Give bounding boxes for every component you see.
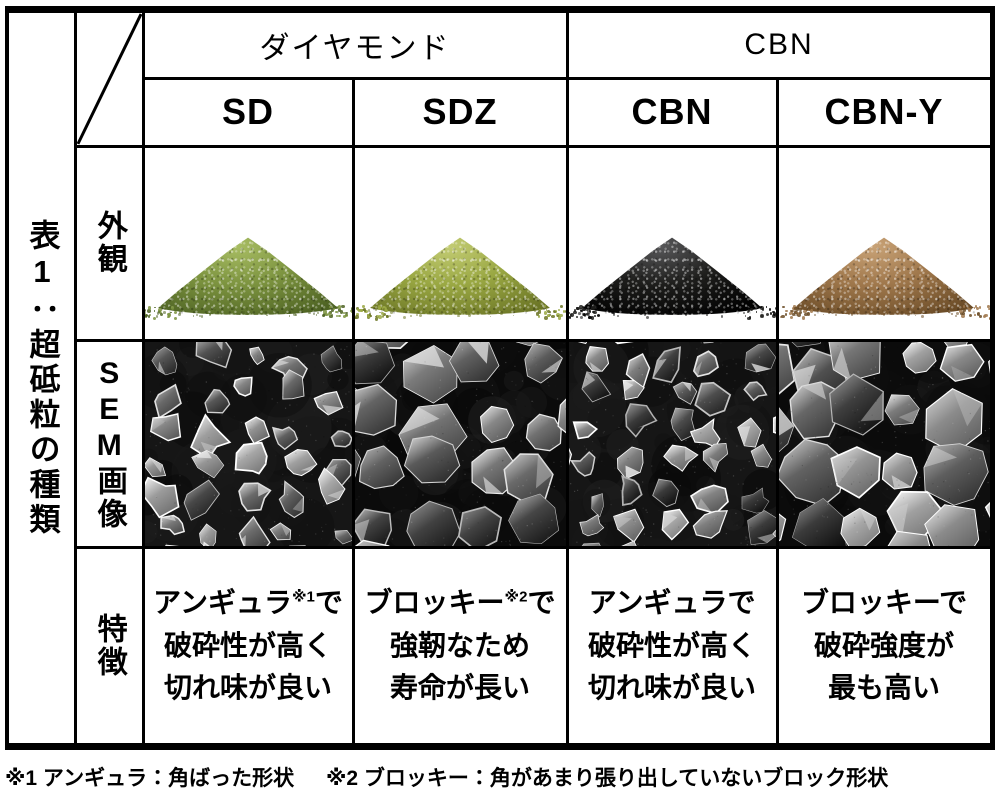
- column-header-sd: SD: [141, 76, 355, 148]
- feature-text-cbn-y: ブロッキーで 破砕強度が 最も高い: [800, 587, 968, 704]
- appearance-cell-sdz: [351, 144, 569, 342]
- sem-row: SEM画像: [9, 338, 993, 550]
- footnote-1: ※1 アンギュラ：角ばった形状: [5, 767, 295, 790]
- page-title: 表1：超砥粒の種類: [24, 218, 60, 538]
- sem-cell-sdz: [351, 338, 569, 550]
- powder-pile-cbn-y: [780, 231, 989, 320]
- corner-diagonal-cell: [73, 10, 145, 148]
- features-cell-cbn: アンギュラで 破砕性が高く 切れ味が良い: [565, 546, 779, 746]
- footnote-marker-1: ※1: [291, 588, 315, 606]
- powder-pile-sdz: [356, 231, 565, 321]
- sem-image-sdz: [356, 343, 565, 545]
- appearance-cell-sd: [141, 144, 355, 342]
- appearance-cell-cbn: [565, 144, 779, 342]
- table-title-cell: 表1：超砥粒の種類: [9, 10, 77, 746]
- group-header-cbn: CBN: [565, 10, 993, 80]
- appearance-cell-cbn-y: [775, 144, 993, 342]
- feature-text-sd: アンギュラ※1で 破砕性が高く 切れ味が良い: [153, 587, 343, 704]
- feature-text-cbn: アンギュラで 破砕性が高く 切れ味が良い: [588, 587, 757, 704]
- appearance-row: 外観: [9, 144, 993, 342]
- sem-image-sd: [146, 343, 350, 545]
- row-label-appearance: 外観: [73, 144, 145, 342]
- column-header-sdz: SDZ: [351, 76, 569, 148]
- row-label-sem: SEM画像: [73, 338, 145, 550]
- diagonal-split-icon: [77, 13, 142, 145]
- sem-cell-cbn-y: [775, 338, 993, 550]
- footnote-marker-2: ※2: [504, 588, 528, 606]
- powder-pile-cbn: [570, 231, 775, 321]
- feature-text-sdz: ブロッキー※2で 強靭なため 寿命が長い: [364, 587, 556, 704]
- row-label-features: 特徴: [73, 546, 145, 746]
- sem-cell-sd: [141, 338, 355, 550]
- powder-pile-sd: [146, 231, 350, 320]
- column-header-cbn: CBN: [565, 76, 779, 148]
- column-header-row: SD SDZ CBN CBN-Y: [9, 76, 993, 148]
- superabrasive-types-table: 表1：超砥粒の種類 ダイヤモンド CBN: [5, 6, 995, 750]
- sem-image-cbn-y: [780, 343, 989, 545]
- group-header-diamond: ダイヤモンド: [141, 10, 569, 80]
- footnote-2: ※2 ブロッキー：角があまり張り出していないブロック形状: [325, 767, 889, 790]
- features-row: 特徴 アンギュラ※1で 破砕性が高く 切れ味が良い ブロッキー※2で 強靭なため: [9, 546, 993, 746]
- features-cell-sd: アンギュラ※1で 破砕性が高く 切れ味が良い: [141, 546, 355, 746]
- features-cell-cbn-y: ブロッキーで 破砕強度が 最も高い: [775, 546, 993, 746]
- sem-image-cbn: [570, 343, 775, 545]
- features-cell-sdz: ブロッキー※2で 強靭なため 寿命が長い: [351, 546, 569, 746]
- group-header-row: 表1：超砥粒の種類 ダイヤモンド CBN: [9, 10, 993, 746]
- sem-cell-cbn: [565, 338, 779, 550]
- footnotes: ※1 アンギュラ：角ばった形状 ※2 ブロッキー：角があまり張り出していないブロ…: [5, 762, 995, 792]
- column-header-cbn-y: CBN-Y: [775, 76, 993, 148]
